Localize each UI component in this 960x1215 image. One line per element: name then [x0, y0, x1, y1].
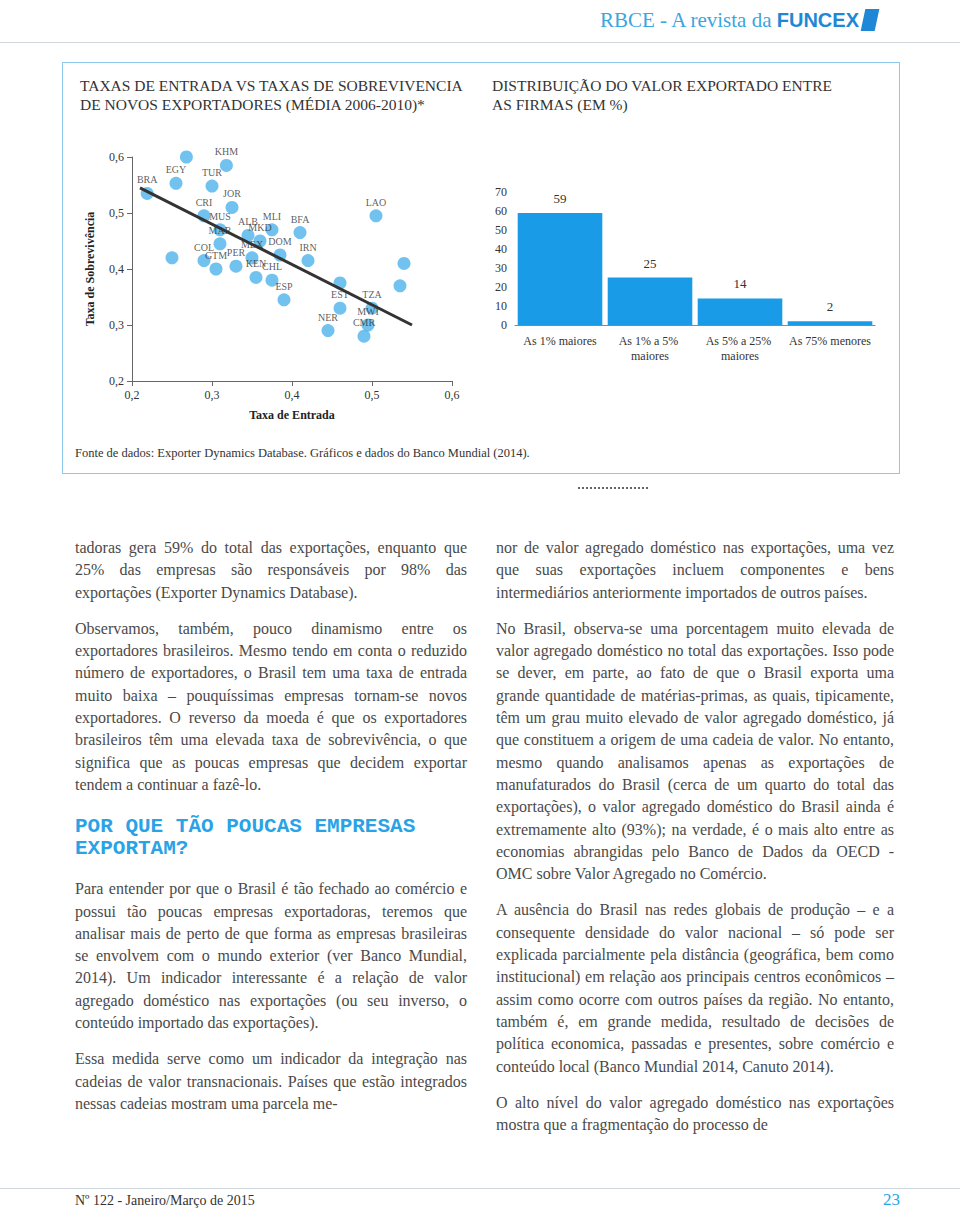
svg-text:MAR: MAR [209, 225, 232, 236]
svg-text:Taxa de Entrada: Taxa de Entrada [249, 408, 335, 422]
html-text:No Brasil, observa-se uma porc: No Brasil, observa-se uma porcentagem mu… [496, 619, 894, 883]
svg-text:0,3: 0,3 [205, 388, 220, 402]
svg-text:GTM: GTM [205, 250, 227, 261]
svg-text:maiores: maiores [721, 349, 759, 363]
svg-text:BRA: BRA [137, 174, 158, 185]
html-text:tadoras gera 59% do total das: tadoras gera 59% do total das exportaçõe… [75, 539, 467, 601]
svg-text:10: 10 [495, 299, 507, 313]
html-text:nor de valor agregado doméstic: nor de valor agregado doméstico nas expo… [496, 539, 894, 601]
svg-text:MEX: MEX [240, 238, 264, 250]
html-text:TAXAS DE ENTRADA VS TAXAS DE S: TAXAS DE ENTRADA VS TAXAS DE SOBREVIVENC… [80, 77, 462, 113]
html-text:POR QUE TÃO POUCAS EMPRESAS EX: POR QUE TÃO POUCAS EMPRESAS EXPORTAM? [75, 815, 416, 861]
svg-text:50: 50 [495, 223, 507, 237]
html-text:23: 23 [883, 1190, 900, 1209]
html-text:DISTRIBUIÇÃO DO VALOR EXPORTAD: DISTRIBUIÇÃO DO VALOR EXPORTADO ENTRE AS… [492, 77, 832, 113]
html-text:Observamos, também, pouco dina: Observamos, também, pouco dinamismo entr… [75, 619, 467, 793]
html-text:A ausência do Brasil nas redes: A ausência do Brasil nas redes globais d… [496, 901, 894, 1075]
svg-text:0,5: 0,5 [365, 388, 380, 402]
html-text:Fonte de dados: Exporter Dynam: Fonte de dados: Exporter Dynamics Databa… [75, 446, 530, 460]
svg-text:CRI: CRI [196, 197, 213, 208]
svg-text:0,6: 0,6 [109, 150, 124, 164]
svg-text:40: 40 [495, 242, 507, 256]
svg-text:MUS: MUS [209, 211, 231, 222]
svg-text:As 1% maiores: As 1% maiores [523, 334, 597, 348]
svg-text:maiores: maiores [631, 349, 669, 363]
svg-text:NER: NER [318, 312, 338, 323]
svg-text:As 75% menores: As 75% menores [789, 334, 871, 348]
svg-text:MWI: MWI [357, 306, 379, 317]
svg-text:25: 25 [644, 256, 657, 271]
svg-text:PER: PER [226, 247, 246, 259]
svg-text:0,2: 0,2 [125, 388, 140, 402]
svg-text:LAO: LAO [366, 197, 387, 208]
svg-text:MKD: MKD [248, 222, 271, 233]
svg-text:DOM: DOM [268, 236, 291, 247]
svg-text:IRN: IRN [299, 242, 316, 253]
html-text:Para entender por que o Brasil: Para entender por que o Brasil é tão fec… [75, 880, 467, 1031]
svg-text:BFA: BFA [291, 214, 310, 225]
svg-text:2: 2 [827, 299, 834, 314]
html-text:O alto nível do valor agregado: O alto nível do valor agregado doméstico… [496, 1093, 894, 1134]
svg-text:EST: EST [331, 289, 349, 301]
svg-text:ESP: ESP [275, 281, 293, 292]
svg-text:KEN: KEN [245, 258, 267, 270]
svg-text:As 1% a 5%: As 1% a 5% [619, 334, 682, 348]
svg-text:As 5% a 25%: As 5% a 25% [706, 334, 775, 348]
svg-text:CMR: CMR [353, 317, 376, 328]
svg-text:60: 60 [495, 204, 507, 218]
svg-text:COL: COL [194, 241, 214, 253]
svg-text:0,2: 0,2 [109, 374, 124, 388]
html-text:RBCE - A revista da FUNCEX: RBCE - A revista da FUNCEX [600, 8, 859, 32]
svg-text:JOR: JOR [223, 188, 241, 199]
html-text:Nº 122 - Janeiro/Março de 2015: Nº 122 - Janeiro/Março de 2015 [75, 1193, 255, 1208]
svg-text:0,4: 0,4 [109, 262, 124, 276]
html-text:Essa medida serve como um indi: Essa medida serve como um indicador da i… [75, 1050, 467, 1112]
svg-text:KHM: KHM [215, 146, 238, 157]
svg-text:TZA: TZA [362, 289, 382, 300]
svg-text:30: 30 [495, 261, 507, 275]
svg-text:59: 59 [554, 191, 567, 206]
svg-text:Taxa de Sobrevivência: Taxa de Sobrevivência [83, 212, 97, 327]
svg-text:0: 0 [501, 318, 507, 332]
svg-text:20: 20 [495, 280, 507, 294]
svg-text:14: 14 [734, 276, 748, 291]
svg-text:MLI: MLI [263, 211, 281, 222]
svg-text:70: 70 [495, 185, 507, 199]
svg-text:EGY: EGY [166, 164, 187, 175]
svg-text:CHL: CHL [262, 261, 282, 272]
svg-text:0,6: 0,6 [445, 388, 460, 402]
svg-text:0,4: 0,4 [285, 388, 300, 402]
svg-text:0,3: 0,3 [109, 318, 124, 332]
svg-text:0,5: 0,5 [109, 206, 124, 220]
svg-text:TUR: TUR [202, 167, 222, 178]
